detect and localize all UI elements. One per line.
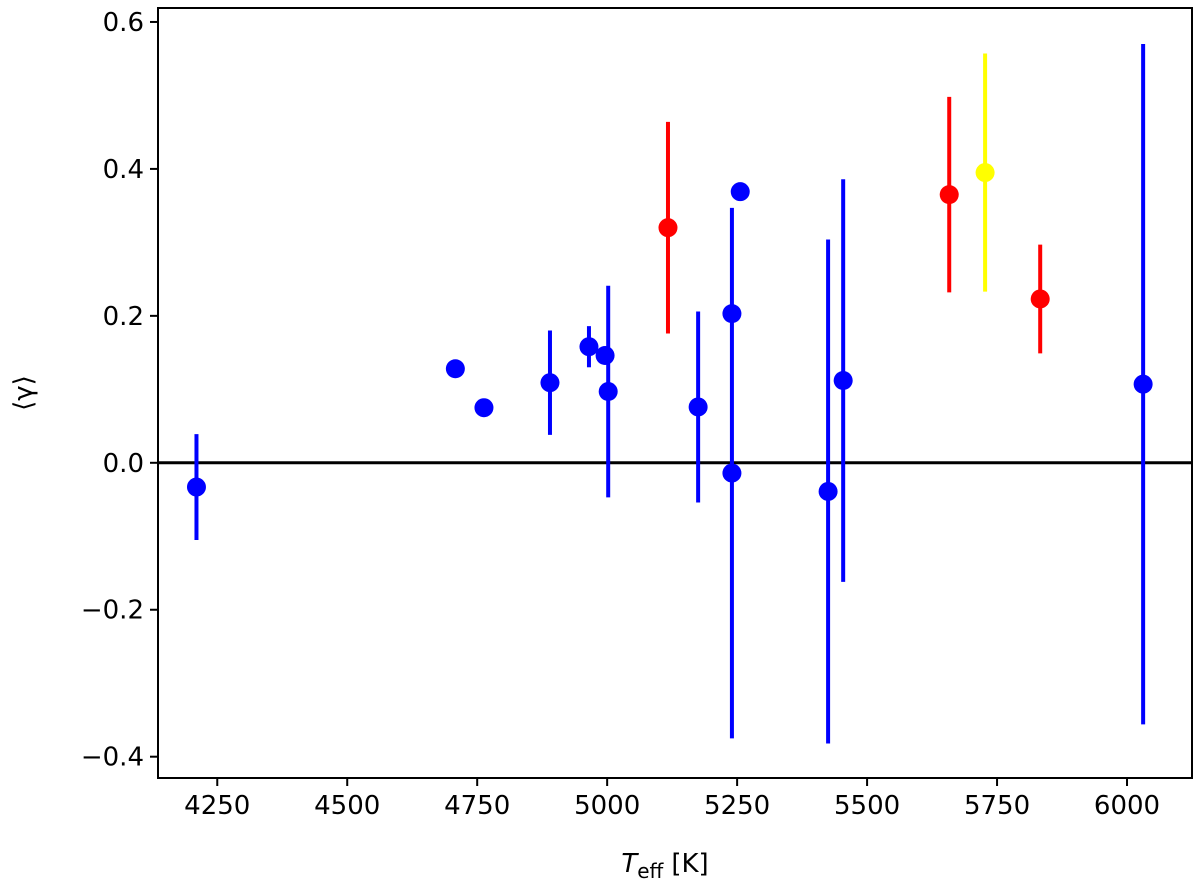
x-subscript: eff <box>637 859 664 883</box>
plot-frame <box>157 7 1193 779</box>
y-tick-label: −0.4 <box>81 743 144 773</box>
x-tick-label: 5000 <box>574 791 640 821</box>
point <box>579 337 599 357</box>
y-tick-label: 0.4 <box>103 155 144 185</box>
x-tick-label: 5750 <box>964 791 1030 821</box>
point <box>595 346 615 366</box>
point <box>540 373 560 393</box>
point <box>445 359 465 379</box>
x-tick-label: 5250 <box>704 791 770 821</box>
x-tick-label: 4500 <box>314 791 380 821</box>
point <box>658 218 678 238</box>
x-tick-label: 6000 <box>1094 791 1160 821</box>
x-tick-label: 4250 <box>184 791 250 821</box>
point <box>474 398 494 418</box>
x-symbol: T <box>621 849 639 879</box>
y-tick-label: −0.2 <box>81 596 144 626</box>
x-tick-label: 4750 <box>444 791 510 821</box>
point <box>598 382 618 402</box>
point <box>1133 374 1153 394</box>
point <box>939 185 959 205</box>
x-axis-label: Teff [K] <box>621 849 708 883</box>
point <box>833 371 853 391</box>
point <box>688 397 708 417</box>
point <box>975 163 995 183</box>
x-tick-label: 5500 <box>834 791 900 821</box>
y-tick-label: 0.0 <box>103 449 144 479</box>
point <box>818 481 838 501</box>
point <box>1030 289 1050 309</box>
y-tick-label: 0.6 <box>103 8 144 38</box>
point <box>722 463 742 483</box>
point <box>730 182 750 202</box>
y-tick-label: 0.2 <box>103 302 144 332</box>
y-axis-label: ⟨γ⟩ <box>9 375 39 411</box>
point <box>186 477 206 497</box>
x-unit: [K] <box>671 849 708 879</box>
